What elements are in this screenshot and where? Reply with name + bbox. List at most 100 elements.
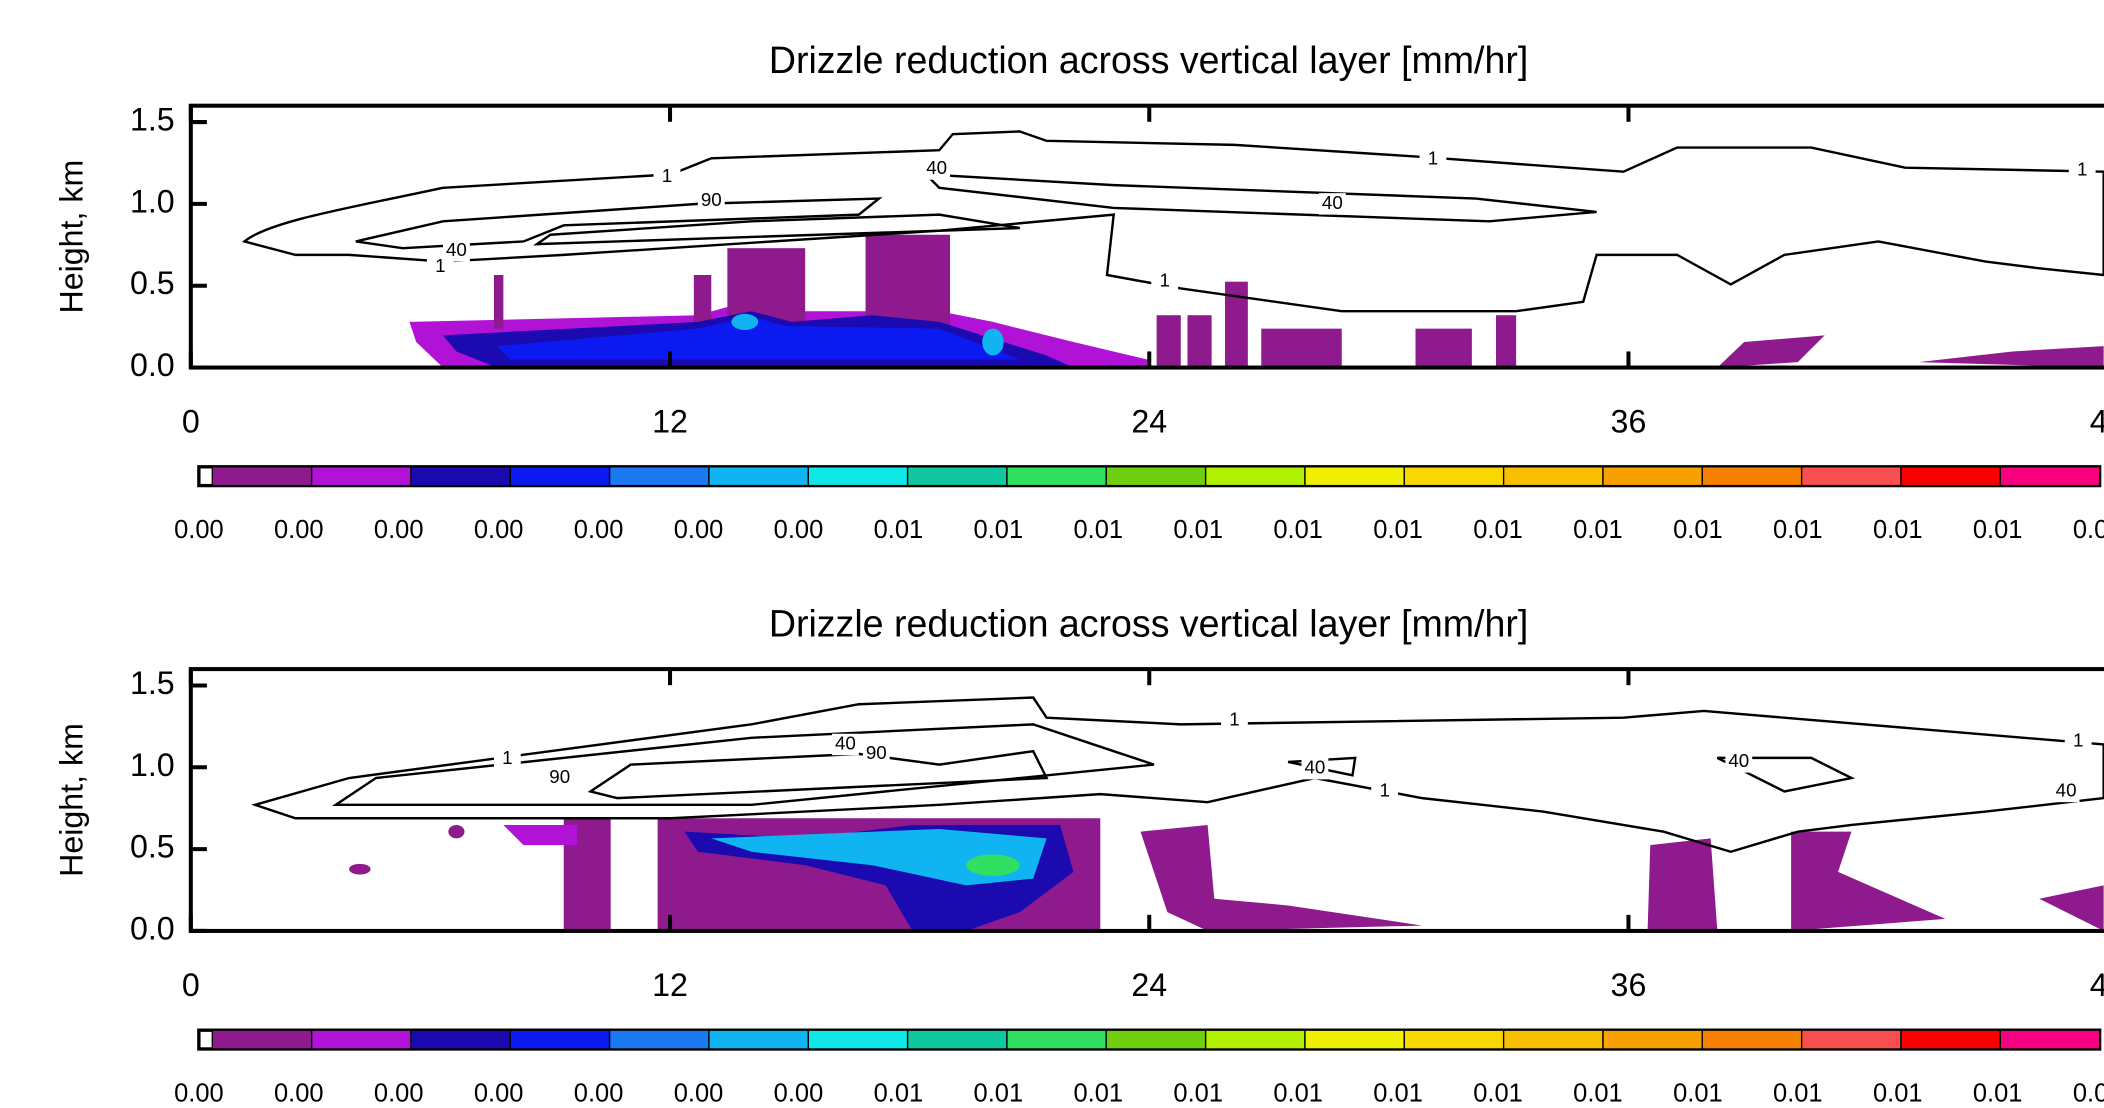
contour-label-bg (1221, 709, 1248, 732)
contour-label: 1 (1379, 779, 1389, 800)
y-axis-label: Height, km (54, 723, 90, 877)
colorbar-tick-label: 0.01 (974, 1079, 1024, 1107)
colorbar-tick-label: 0.01 (1173, 1079, 1223, 1107)
contour-label: 1 (1159, 270, 1169, 291)
y-tick-label: 1.5 (130, 665, 175, 701)
x-tick-label: 36 (1611, 967, 1647, 1003)
colorbar-swatch (807, 1029, 909, 1050)
colorbar-swatch (1900, 466, 2001, 487)
contour-label: 40 (446, 239, 467, 260)
x-tick-label: 24 (1131, 967, 1167, 1003)
colorbar-swatch (807, 466, 909, 487)
colorbar-swatch (410, 1029, 511, 1050)
colorbar-tick-label: 0.01 (1973, 516, 2023, 544)
colorbar-swatch (1304, 466, 1405, 487)
y-tick-label: 1.0 (130, 183, 175, 219)
colorbar-tick-label: 0.00 (474, 1079, 524, 1107)
y-tick-label: 0.0 (130, 347, 175, 383)
contour-label-bg (546, 767, 574, 789)
x-tick-label: 12 (652, 967, 688, 1003)
colorbar-tick-label: 0.00 (774, 516, 824, 544)
y-axis-label: Height, km (54, 160, 90, 314)
contour-label-bg (923, 158, 951, 180)
colorbar-tick-label: 0.00 (674, 1079, 724, 1107)
contour-label: 1 (2073, 730, 2083, 751)
y-tick-label: 0.5 (130, 265, 175, 301)
colorbar-swatch (310, 1029, 412, 1050)
x-tick-label: 36 (1611, 403, 1647, 439)
contour-label: 40 (2056, 779, 2077, 800)
colorbar-swatch (906, 1029, 1008, 1050)
colorbar-tick-label: 0.00 (174, 1079, 224, 1107)
x-tick-label: 0 (182, 403, 200, 439)
colorbar-tick-label: 0.01 (1273, 516, 1323, 544)
colorbar-swatch (1204, 466, 1306, 487)
colorbar-tick-label: 0.00 (774, 1079, 824, 1107)
contour-label: 90 (549, 766, 570, 787)
colorbar-swatch (410, 466, 511, 487)
y-tick-label: 0.0 (130, 910, 175, 946)
colorbar-swatch (1403, 466, 1505, 487)
colorbar-swatch (1304, 1029, 1405, 1050)
colorbar-tick-label: 0.01 (1473, 1079, 1523, 1107)
colorbar-swatch (1502, 466, 1604, 487)
contour-label: 40 (1322, 192, 1343, 213)
colorbar-tick-label: 0.00 (274, 516, 324, 544)
colorbar-swatch (1602, 466, 1703, 487)
colorbar-tick-label: 0.01 (1673, 1079, 1723, 1107)
colorbar-tick-label: 0.01 (1573, 1079, 1623, 1107)
contour-label-bg (1725, 751, 1753, 773)
chart-title: Drizzle reduction across vertical layer … (769, 39, 1528, 81)
colorbar-swatch (906, 466, 1008, 487)
x-tick-label: 12 (652, 403, 688, 439)
colorbar-swatch (211, 466, 313, 487)
colorbar-swatch (1105, 466, 1207, 487)
chart-title: Drizzle reduction across vertical layer … (769, 602, 1528, 644)
colorbar-swatch (1204, 1029, 1306, 1050)
colorbar-tick-label: 0.01 (874, 1079, 924, 1107)
contour-label: 1 (502, 747, 512, 768)
contour-label-bg (832, 733, 859, 756)
colorbar-swatch (1800, 466, 1902, 487)
colorbar-swatch (1999, 466, 2101, 487)
colorbar-swatch (310, 466, 412, 487)
contour-label-bg (1318, 193, 1346, 215)
colorbar-tick-label: 0.01 (1173, 516, 1223, 544)
contour-label: 90 (701, 189, 722, 210)
colorbar-tick-label: 0.01 (974, 516, 1024, 544)
contour-label-bg (443, 240, 470, 262)
colorbar-tick-label: 0.01 (1473, 516, 1523, 544)
colorbar-swatch (608, 466, 710, 487)
colorbar-tick-label: 0.01 (1273, 1079, 1323, 1107)
contour-label-bg (653, 166, 681, 188)
colorbar-swatch (1006, 466, 1107, 487)
colorbar-swatch (1701, 466, 1803, 487)
colorbar-swatch (1999, 1029, 2101, 1050)
colorbar-swatch (1006, 1029, 1107, 1050)
colorbar-tick-label: 0.00 (374, 516, 424, 544)
contour-label-bg (697, 190, 725, 212)
x-tick-label: 0 (182, 967, 200, 1003)
colorbar-swatch (708, 466, 809, 487)
colorbar-tick-label: 0.00 (174, 516, 224, 544)
colorbar-swatch (509, 1029, 611, 1050)
contour-label: 40 (1728, 750, 1749, 771)
colorbar-swatch (1900, 1029, 2001, 1050)
y-tick-label: 1.0 (130, 747, 175, 783)
colorbar-tick-label: 0.01 (2073, 516, 2104, 544)
colorbar-tick-label: 0.01 (1073, 516, 1123, 544)
contour-label: 1 (1229, 708, 1239, 729)
colorbar-swatch (1403, 1029, 1505, 1050)
colorbar-tick-label: 0.01 (1773, 516, 1823, 544)
colorbar-swatch (509, 466, 611, 487)
field-panel-1 (241, 130, 2104, 368)
contour-label-bg (2068, 159, 2096, 182)
colorbar-tick-label: 0.00 (274, 1079, 324, 1107)
contour-label-bg (862, 743, 890, 765)
colorbar-tick-label: 0.01 (1573, 516, 1623, 544)
colorbar-swatch (1701, 1029, 1803, 1050)
colorbar-tick-label: 0.01 (1373, 1079, 1423, 1107)
colorbar-swatch (211, 1029, 313, 1050)
contour-label: 40 (926, 157, 947, 178)
